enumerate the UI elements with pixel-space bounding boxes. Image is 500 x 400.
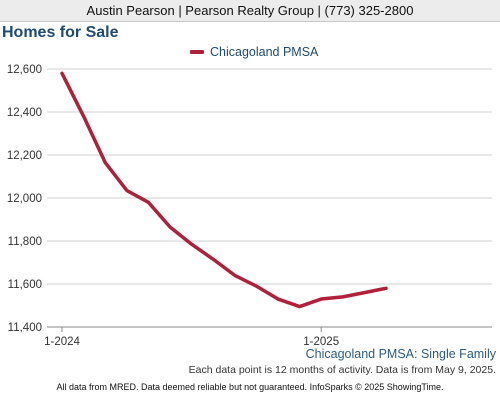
footer-disclaimer: All data from MRED. Data deemed reliable… — [56, 382, 444, 392]
legend-swatch — [190, 50, 204, 54]
series-line — [60, 71, 388, 309]
y-tick-label: 11,800 — [8, 236, 42, 248]
legend-label: Chicagoland PMSA — [210, 45, 319, 59]
x-tick-label: 1-2025 — [303, 336, 339, 348]
legend: Chicagoland PMSA — [190, 45, 318, 59]
chart-caption: Chicagoland PMSA: Single Family — [305, 347, 496, 361]
y-tick-label: 12,200 — [7, 150, 42, 162]
y-tick-label: 12,000 — [7, 193, 42, 205]
y-tick-label: 11,400 — [8, 322, 42, 334]
page-title: Homes for Sale — [2, 24, 119, 41]
data-note: Each data point is 12 months of activity… — [188, 364, 496, 376]
y-tick-label: 11,600 — [8, 279, 42, 291]
y-tick-label: 12,600 — [7, 64, 42, 76]
x-tick-label: 1-2024 — [44, 336, 80, 348]
y-tick-label: 12,400 — [7, 107, 42, 119]
agent-header: Austin Pearson | Pearson Realty Group | … — [0, 0, 500, 22]
